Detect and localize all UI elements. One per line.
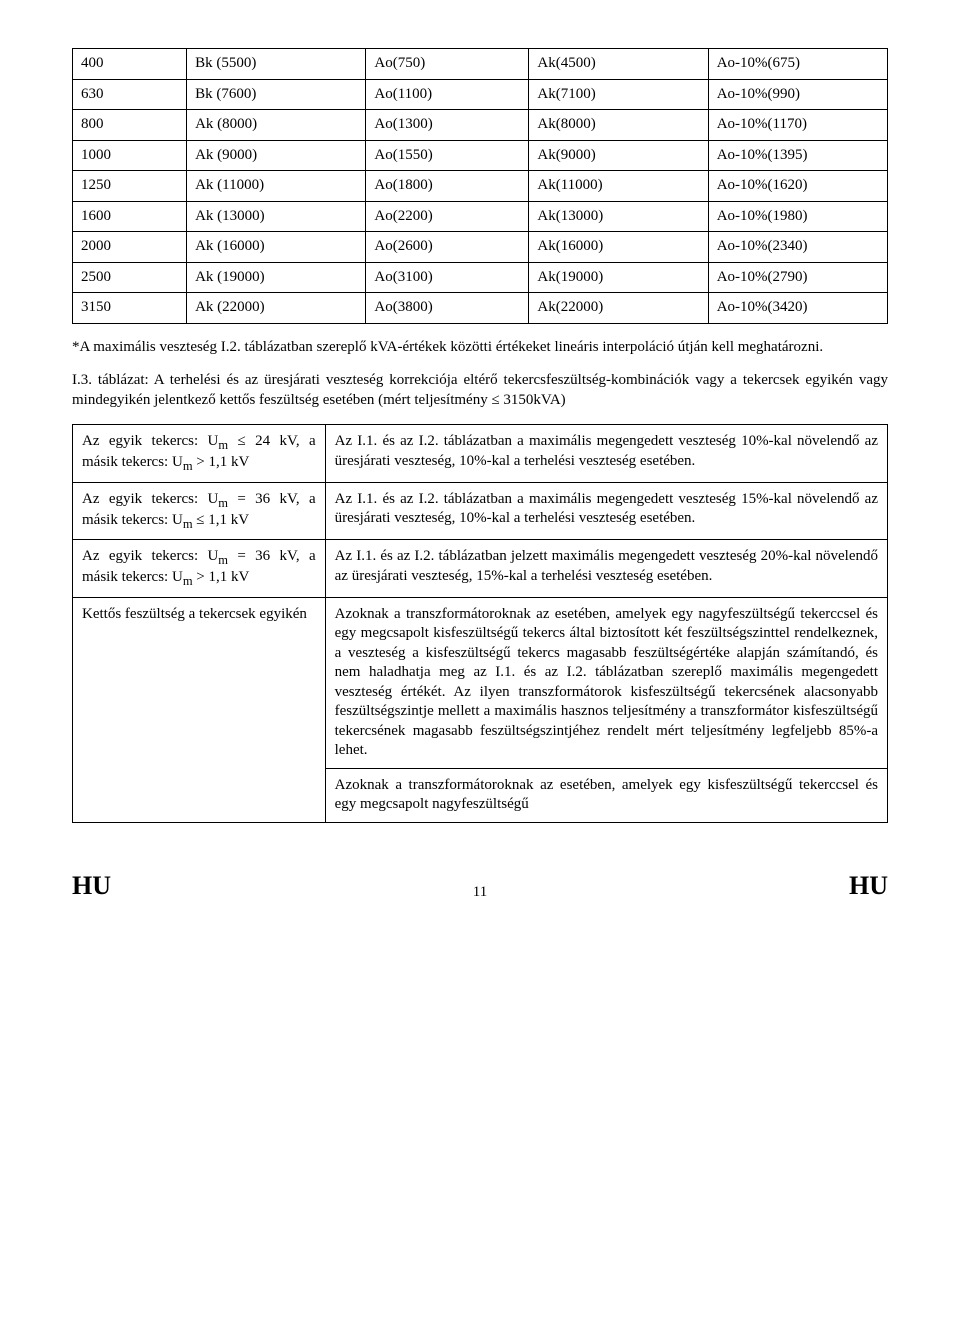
correction-cell: Az I.1. és az I.2. táblázatban a maximál… [325,425,887,483]
table-cell: Ao(3800) [366,293,529,324]
table-cell: Ao(750) [366,49,529,80]
footer-lang-left: HU [72,869,111,903]
table-cell: Bk (5500) [187,49,366,80]
table-cell: Ao(1300) [366,110,529,141]
condition-cell: Az egyik tekercs: Um ≤ 24 kV, a másik te… [73,425,326,483]
table-cell: Ak (8000) [187,110,366,141]
condition-cell: Az egyik tekercs: Um = 36 kV, a másik te… [73,540,326,598]
table-row: 1000Ak (9000)Ao(1550)Ak(9000)Ao-10%(1395… [73,140,888,171]
correction-cell: Azoknak a transzformátoroknak az esetébe… [325,768,887,822]
table-cell: 2500 [73,262,187,293]
table-row: 3150Ak (22000)Ao(3800)Ak(22000)Ao-10%(34… [73,293,888,324]
table-cell: Ao-10%(990) [708,79,887,110]
condition-cell: Kettős feszültség a tekercsek egyikén [73,597,326,822]
table-row: Kettős feszültség a tekercsek egyikénAzo… [73,597,888,768]
table-cell: Ao-10%(1980) [708,201,887,232]
table-cell: Ao(3100) [366,262,529,293]
table-cell: 630 [73,79,187,110]
table-cell: Ak (11000) [187,171,366,202]
correction-table: Az egyik tekercs: Um ≤ 24 kV, a másik te… [72,424,888,823]
loss-values-table: 400Bk (5500)Ao(750)Ak(4500)Ao-10%(675)63… [72,48,888,324]
correction-cell: Az I.1. és az I.2. táblázatban jelzett m… [325,540,887,598]
table-row: 1250Ak (11000)Ao(1800)Ak(11000)Ao-10%(16… [73,171,888,202]
table-cell: Ao(2600) [366,232,529,263]
table-cell: Ao-10%(675) [708,49,887,80]
table-cell: Ak(11000) [529,171,708,202]
table-cell: Ao-10%(2340) [708,232,887,263]
footer-page-number: 11 [473,883,487,903]
table-cell: Bk (7600) [187,79,366,110]
table-cell: Ak(19000) [529,262,708,293]
condition-cell: Az egyik tekercs: Um = 36 kV, a másik te… [73,482,326,540]
table-row: 400Bk (5500)Ao(750)Ak(4500)Ao-10%(675) [73,49,888,80]
table-row: 2500Ak (19000)Ao(3100)Ak(19000)Ao-10%(27… [73,262,888,293]
table-cell: 1250 [73,171,187,202]
table-cell: Ak (19000) [187,262,366,293]
table-cell: Ak (22000) [187,293,366,324]
table-cell: Ao(1800) [366,171,529,202]
table-i3-caption: I.3. táblázat: A terhelési és az üresjár… [72,371,888,410]
footer-lang-right: HU [849,869,888,903]
table-cell: 1600 [73,201,187,232]
table-row: 1600Ak (13000)Ao(2200)Ak(13000)Ao-10%(19… [73,201,888,232]
correction-cell: Az I.1. és az I.2. táblázatban a maximál… [325,482,887,540]
table-cell: Ak(22000) [529,293,708,324]
table-cell: Ak(4500) [529,49,708,80]
table-cell: Ao-10%(1395) [708,140,887,171]
table-cell: Ao-10%(1170) [708,110,887,141]
table-row: Az egyik tekercs: Um = 36 kV, a másik te… [73,540,888,598]
table-cell: Ak(16000) [529,232,708,263]
table-cell: Ao-10%(3420) [708,293,887,324]
table-row: Az egyik tekercs: Um ≤ 24 kV, a másik te… [73,425,888,483]
table-row: 800Ak (8000)Ao(1300)Ak(8000)Ao-10%(1170) [73,110,888,141]
table-cell: Ak(7100) [529,79,708,110]
table-cell: 800 [73,110,187,141]
table-cell: Ao(2200) [366,201,529,232]
table-cell: Ak(8000) [529,110,708,141]
table-row: 2000Ak (16000)Ao(2600)Ak(16000)Ao-10%(23… [73,232,888,263]
correction-cell: Azoknak a transzformátoroknak az esetébe… [325,597,887,768]
table-cell: 400 [73,49,187,80]
table-cell: Ao-10%(2790) [708,262,887,293]
table-cell: Ak(9000) [529,140,708,171]
page-footer: HU 11 HU [72,869,888,903]
table-cell: Ak(13000) [529,201,708,232]
table-cell: Ao-10%(1620) [708,171,887,202]
table-row: Az egyik tekercs: Um = 36 kV, a másik te… [73,482,888,540]
table-cell: 1000 [73,140,187,171]
table-cell: Ao(1100) [366,79,529,110]
table-cell: Ak (16000) [187,232,366,263]
table-row: 630Bk (7600)Ao(1100)Ak(7100)Ao-10%(990) [73,79,888,110]
footnote-max-loss: *A maximális veszteség I.2. táblázatban … [72,338,888,358]
table-cell: Ao(1550) [366,140,529,171]
table-cell: Ak (9000) [187,140,366,171]
table-cell: 3150 [73,293,187,324]
table-cell: Ak (13000) [187,201,366,232]
table-cell: 2000 [73,232,187,263]
